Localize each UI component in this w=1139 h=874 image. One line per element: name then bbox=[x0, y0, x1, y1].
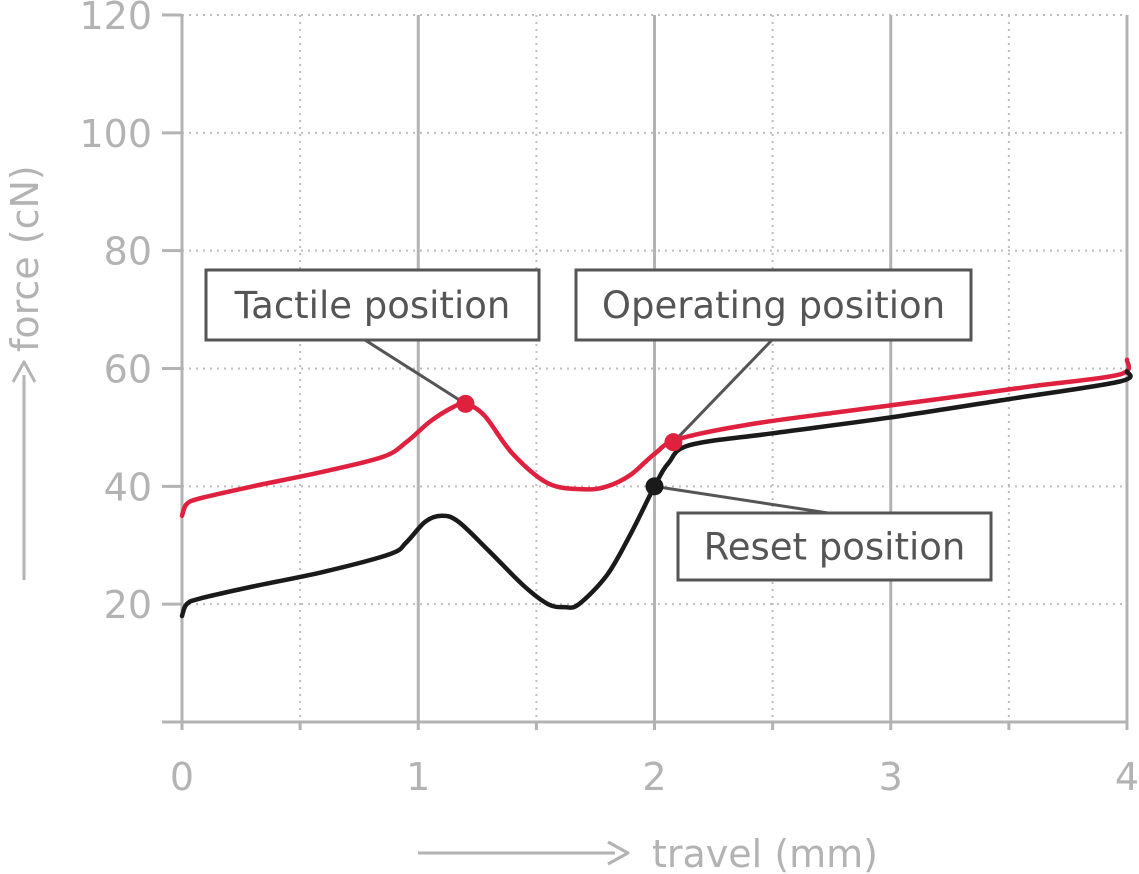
y-axis-title-group: force (cN) bbox=[3, 165, 47, 580]
callout-label-1: Tactile position bbox=[234, 284, 511, 327]
axes bbox=[162, 13, 1129, 730]
x-tick-label: 4 bbox=[1115, 755, 1139, 799]
series-group bbox=[179, 357, 1133, 619]
callout-leader-3 bbox=[654, 484, 829, 515]
callout-leader-2 bbox=[672, 338, 774, 444]
grid bbox=[180, 14, 1129, 722]
series-line-2 bbox=[179, 369, 1133, 619]
y-tick-label: 80 bbox=[104, 230, 152, 274]
y-tick-label: 120 bbox=[79, 0, 152, 38]
y-tick-label: 60 bbox=[104, 348, 152, 392]
y-axis-title: force (cN) bbox=[3, 165, 47, 352]
callout-box-3 bbox=[676, 511, 993, 582]
x-axis-arrow-head bbox=[607, 840, 630, 866]
markers bbox=[456, 394, 683, 496]
callout-box-1 bbox=[204, 268, 541, 342]
x-tick-label: 1 bbox=[406, 755, 430, 799]
callout-label-3: Reset position bbox=[704, 526, 966, 569]
x-tick-label: 3 bbox=[879, 755, 903, 799]
callout-leader-1 bbox=[364, 338, 467, 406]
marker-point-3 bbox=[645, 477, 664, 496]
callouts: Tactile position Operating position Reset … bbox=[204, 268, 993, 582]
x-tick-label: 0 bbox=[170, 755, 194, 799]
marker-point-1 bbox=[456, 394, 475, 413]
callout-leaders bbox=[364, 338, 829, 515]
x-tick-label: 2 bbox=[642, 755, 666, 799]
callout-label-2: Operating position bbox=[602, 284, 945, 327]
marker-point-2 bbox=[664, 433, 683, 452]
y-tick-label: 40 bbox=[104, 465, 152, 509]
callout-box-2 bbox=[574, 268, 973, 342]
y-tick-label: 20 bbox=[104, 583, 152, 627]
y-tick-label: 100 bbox=[79, 112, 152, 156]
x-axis-title-group: travel (mm) bbox=[418, 832, 878, 874]
y-axis-arrow-head bbox=[11, 360, 37, 383]
x-axis-title: travel (mm) bbox=[652, 832, 878, 874]
series-line-1 bbox=[179, 357, 1132, 519]
tick-labels: 20 40 60 80 100 120 0 1 2 3 4 bbox=[79, 0, 1139, 799]
